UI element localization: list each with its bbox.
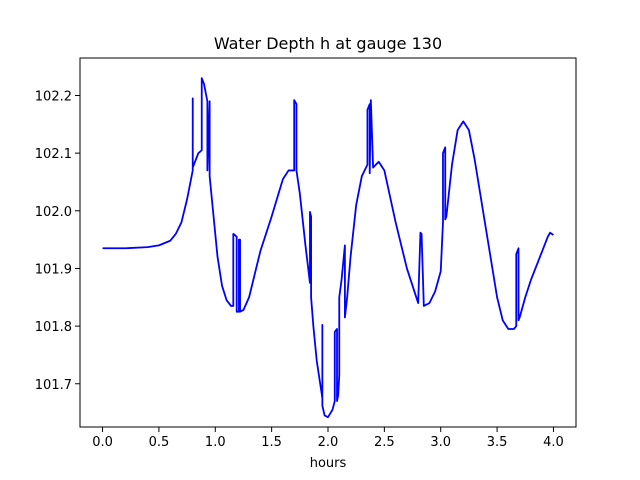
x-tick-label: 2.5 (374, 435, 395, 450)
x-tick-label: 1.0 (205, 435, 226, 450)
x-tick-label: 3.5 (487, 435, 508, 450)
x-tick-label: 4.0 (543, 435, 564, 450)
x-axis: 0.0 0.5 1.0 1.5 2.0 2.5 3.0 3.5 4.0 (92, 427, 564, 450)
x-tick-label: 1.5 (261, 435, 282, 450)
x-tick-label: 0.5 (149, 435, 170, 450)
y-tick-label: 101.8 (35, 320, 72, 335)
y-axis: 101.7 101.8 101.9 102.0 102.1 102.2 (35, 89, 80, 393)
x-tick-label: 2.0 (318, 435, 339, 450)
x-tick-label: 0.0 (92, 435, 113, 450)
y-tick-label: 102.1 (35, 147, 72, 162)
x-axis-title: hours (310, 456, 347, 471)
y-tick-label: 102.2 (35, 89, 72, 104)
chart-title: Water Depth h at gauge 130 (214, 34, 442, 53)
y-tick-label: 101.7 (35, 378, 72, 393)
y-tick-label: 102.0 (35, 205, 72, 220)
series-line (102, 77, 554, 419)
x-tick-label: 3.0 (430, 435, 451, 450)
y-tick-label: 101.9 (35, 262, 72, 277)
plot-area (102, 77, 554, 419)
